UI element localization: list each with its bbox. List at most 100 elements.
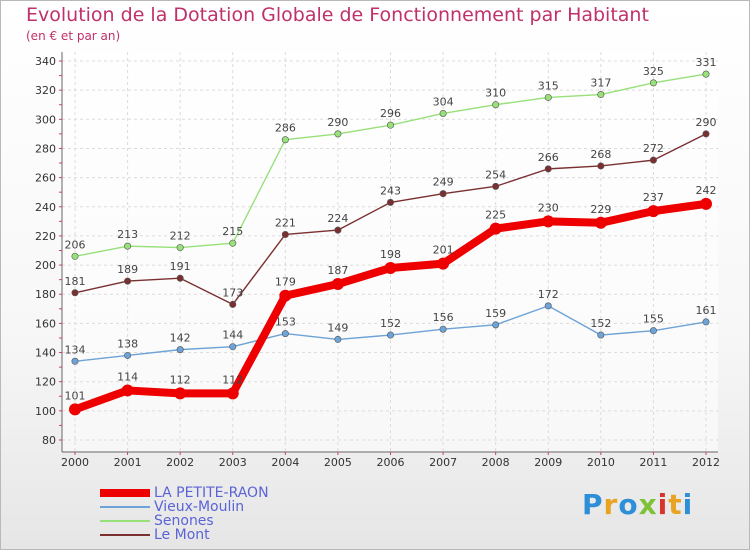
data-label-le-mont: 254	[485, 168, 506, 181]
y-tick-label: 280	[35, 142, 56, 155]
data-point-la-petite-raon	[437, 257, 450, 270]
data-point-senones	[281, 136, 289, 144]
data-point-vieux-moulin	[492, 321, 500, 329]
data-label-senones: 315	[538, 79, 559, 92]
data-point-la-petite-raon	[121, 384, 134, 397]
data-point-senones	[492, 101, 500, 109]
data-label-le-mont: 266	[538, 151, 559, 164]
y-tick-label: 320	[35, 84, 56, 97]
logo-letter: t	[668, 488, 683, 521]
data-point-senones	[334, 130, 342, 138]
data-point-vieux-moulin	[71, 357, 79, 365]
legend-swatch-la-petite-raon	[100, 489, 150, 497]
x-tick-label: 2005	[324, 456, 352, 469]
data-label-vieux-moulin: 161	[696, 304, 717, 317]
data-point-le-mont	[492, 182, 500, 190]
logo-letter: P	[582, 488, 604, 521]
data-label-senones: 310	[485, 87, 506, 100]
data-point-vieux-moulin	[702, 318, 710, 326]
data-point-la-petite-raon	[647, 205, 660, 218]
data-label-senones: 206	[65, 238, 86, 251]
data-label-vieux-moulin: 134	[65, 343, 86, 356]
data-label-vieux-moulin: 138	[117, 337, 138, 350]
x-tick-label: 2010	[587, 456, 615, 469]
data-label-le-mont: 268	[590, 148, 611, 161]
x-tick-label: 2008	[482, 456, 510, 469]
legend-label: LA PETITE-RAON	[154, 485, 269, 501]
chart-subtitle: (en € et par an)	[26, 29, 121, 43]
data-point-vieux-moulin	[176, 346, 184, 354]
data-point-le-mont	[702, 130, 710, 138]
data-point-le-mont	[124, 277, 132, 285]
data-label-vieux-moulin: 144	[222, 329, 243, 342]
data-point-le-mont	[229, 300, 237, 308]
data-label-la-petite-raon: 187	[327, 264, 348, 277]
data-label-la-petite-raon: 198	[380, 248, 401, 261]
data-label-senones: 213	[117, 228, 138, 241]
data-label-senones: 296	[380, 107, 401, 120]
x-tick-label: 2011	[639, 456, 667, 469]
data-point-vieux-moulin	[281, 330, 289, 338]
y-tick-label: 340	[35, 55, 56, 68]
data-point-le-mont	[176, 274, 184, 282]
data-point-senones	[702, 70, 710, 78]
data-point-vieux-moulin	[229, 343, 237, 351]
data-point-le-mont	[439, 190, 447, 198]
data-label-le-mont: 272	[643, 142, 664, 155]
data-label-vieux-moulin: 142	[170, 332, 191, 345]
y-tick-label: 240	[35, 201, 56, 214]
legend-swatch-le-mont	[100, 534, 150, 536]
data-label-vieux-moulin: 172	[538, 288, 559, 301]
y-tick-label: 140	[35, 347, 56, 360]
chart-title: Evolution de la Dotation Globale de Fonc…	[26, 4, 649, 26]
data-label-senones: 317	[590, 77, 611, 90]
data-point-vieux-moulin	[544, 302, 552, 310]
x-tick-label: 2003	[219, 456, 247, 469]
x-tick-label: 2006	[377, 456, 405, 469]
data-point-le-mont	[386, 198, 394, 206]
data-point-le-mont	[281, 230, 289, 238]
data-label-vieux-moulin: 152	[380, 317, 401, 330]
x-tick-label: 2002	[166, 456, 194, 469]
legend-label: Vieux-Moulin	[154, 499, 245, 515]
data-point-la-petite-raon	[226, 387, 239, 400]
data-label-le-mont: 243	[380, 184, 401, 197]
data-label-la-petite-raon: 230	[538, 201, 559, 214]
data-point-senones	[649, 79, 657, 87]
logo-letter: i	[657, 488, 669, 521]
data-label-le-mont: 290	[696, 116, 717, 129]
legend-label: Le Mont	[154, 527, 210, 543]
y-tick-label: 120	[35, 376, 56, 389]
data-point-senones	[386, 121, 394, 129]
data-label-senones: 215	[222, 225, 243, 238]
data-point-le-mont	[544, 165, 552, 173]
x-tick-label: 2012	[692, 456, 720, 469]
data-label-senones: 290	[327, 116, 348, 129]
data-label-le-mont: 181	[65, 275, 86, 288]
data-point-le-mont	[649, 156, 657, 164]
data-label-la-petite-raon: 179	[275, 276, 296, 289]
data-point-senones	[229, 239, 237, 247]
x-tick-label: 2007	[429, 456, 457, 469]
x-tick-label: 2001	[114, 456, 142, 469]
data-label-senones: 325	[643, 65, 664, 78]
logo-letter: r	[603, 488, 619, 521]
data-label-le-mont: 191	[170, 260, 191, 273]
y-tick-label: 260	[35, 172, 56, 185]
data-label-le-mont: 221	[275, 216, 296, 229]
data-label-vieux-moulin: 149	[327, 321, 348, 334]
data-label-la-petite-raon: 112	[222, 373, 243, 386]
legend-swatch-vieux-moulin	[100, 506, 150, 508]
legend-swatch-senones	[100, 520, 150, 522]
data-point-senones	[176, 244, 184, 252]
proxiti-logo: Proxiti	[582, 488, 693, 521]
data-label-senones: 304	[433, 95, 454, 108]
y-tick-label: 160	[35, 317, 56, 330]
data-label-le-mont: 224	[327, 212, 348, 225]
data-label-le-mont: 249	[433, 176, 454, 189]
data-point-le-mont	[71, 289, 79, 297]
y-tick-label: 200	[35, 259, 56, 272]
data-point-la-petite-raon	[279, 289, 292, 302]
y-tick-label: 80	[42, 434, 56, 447]
